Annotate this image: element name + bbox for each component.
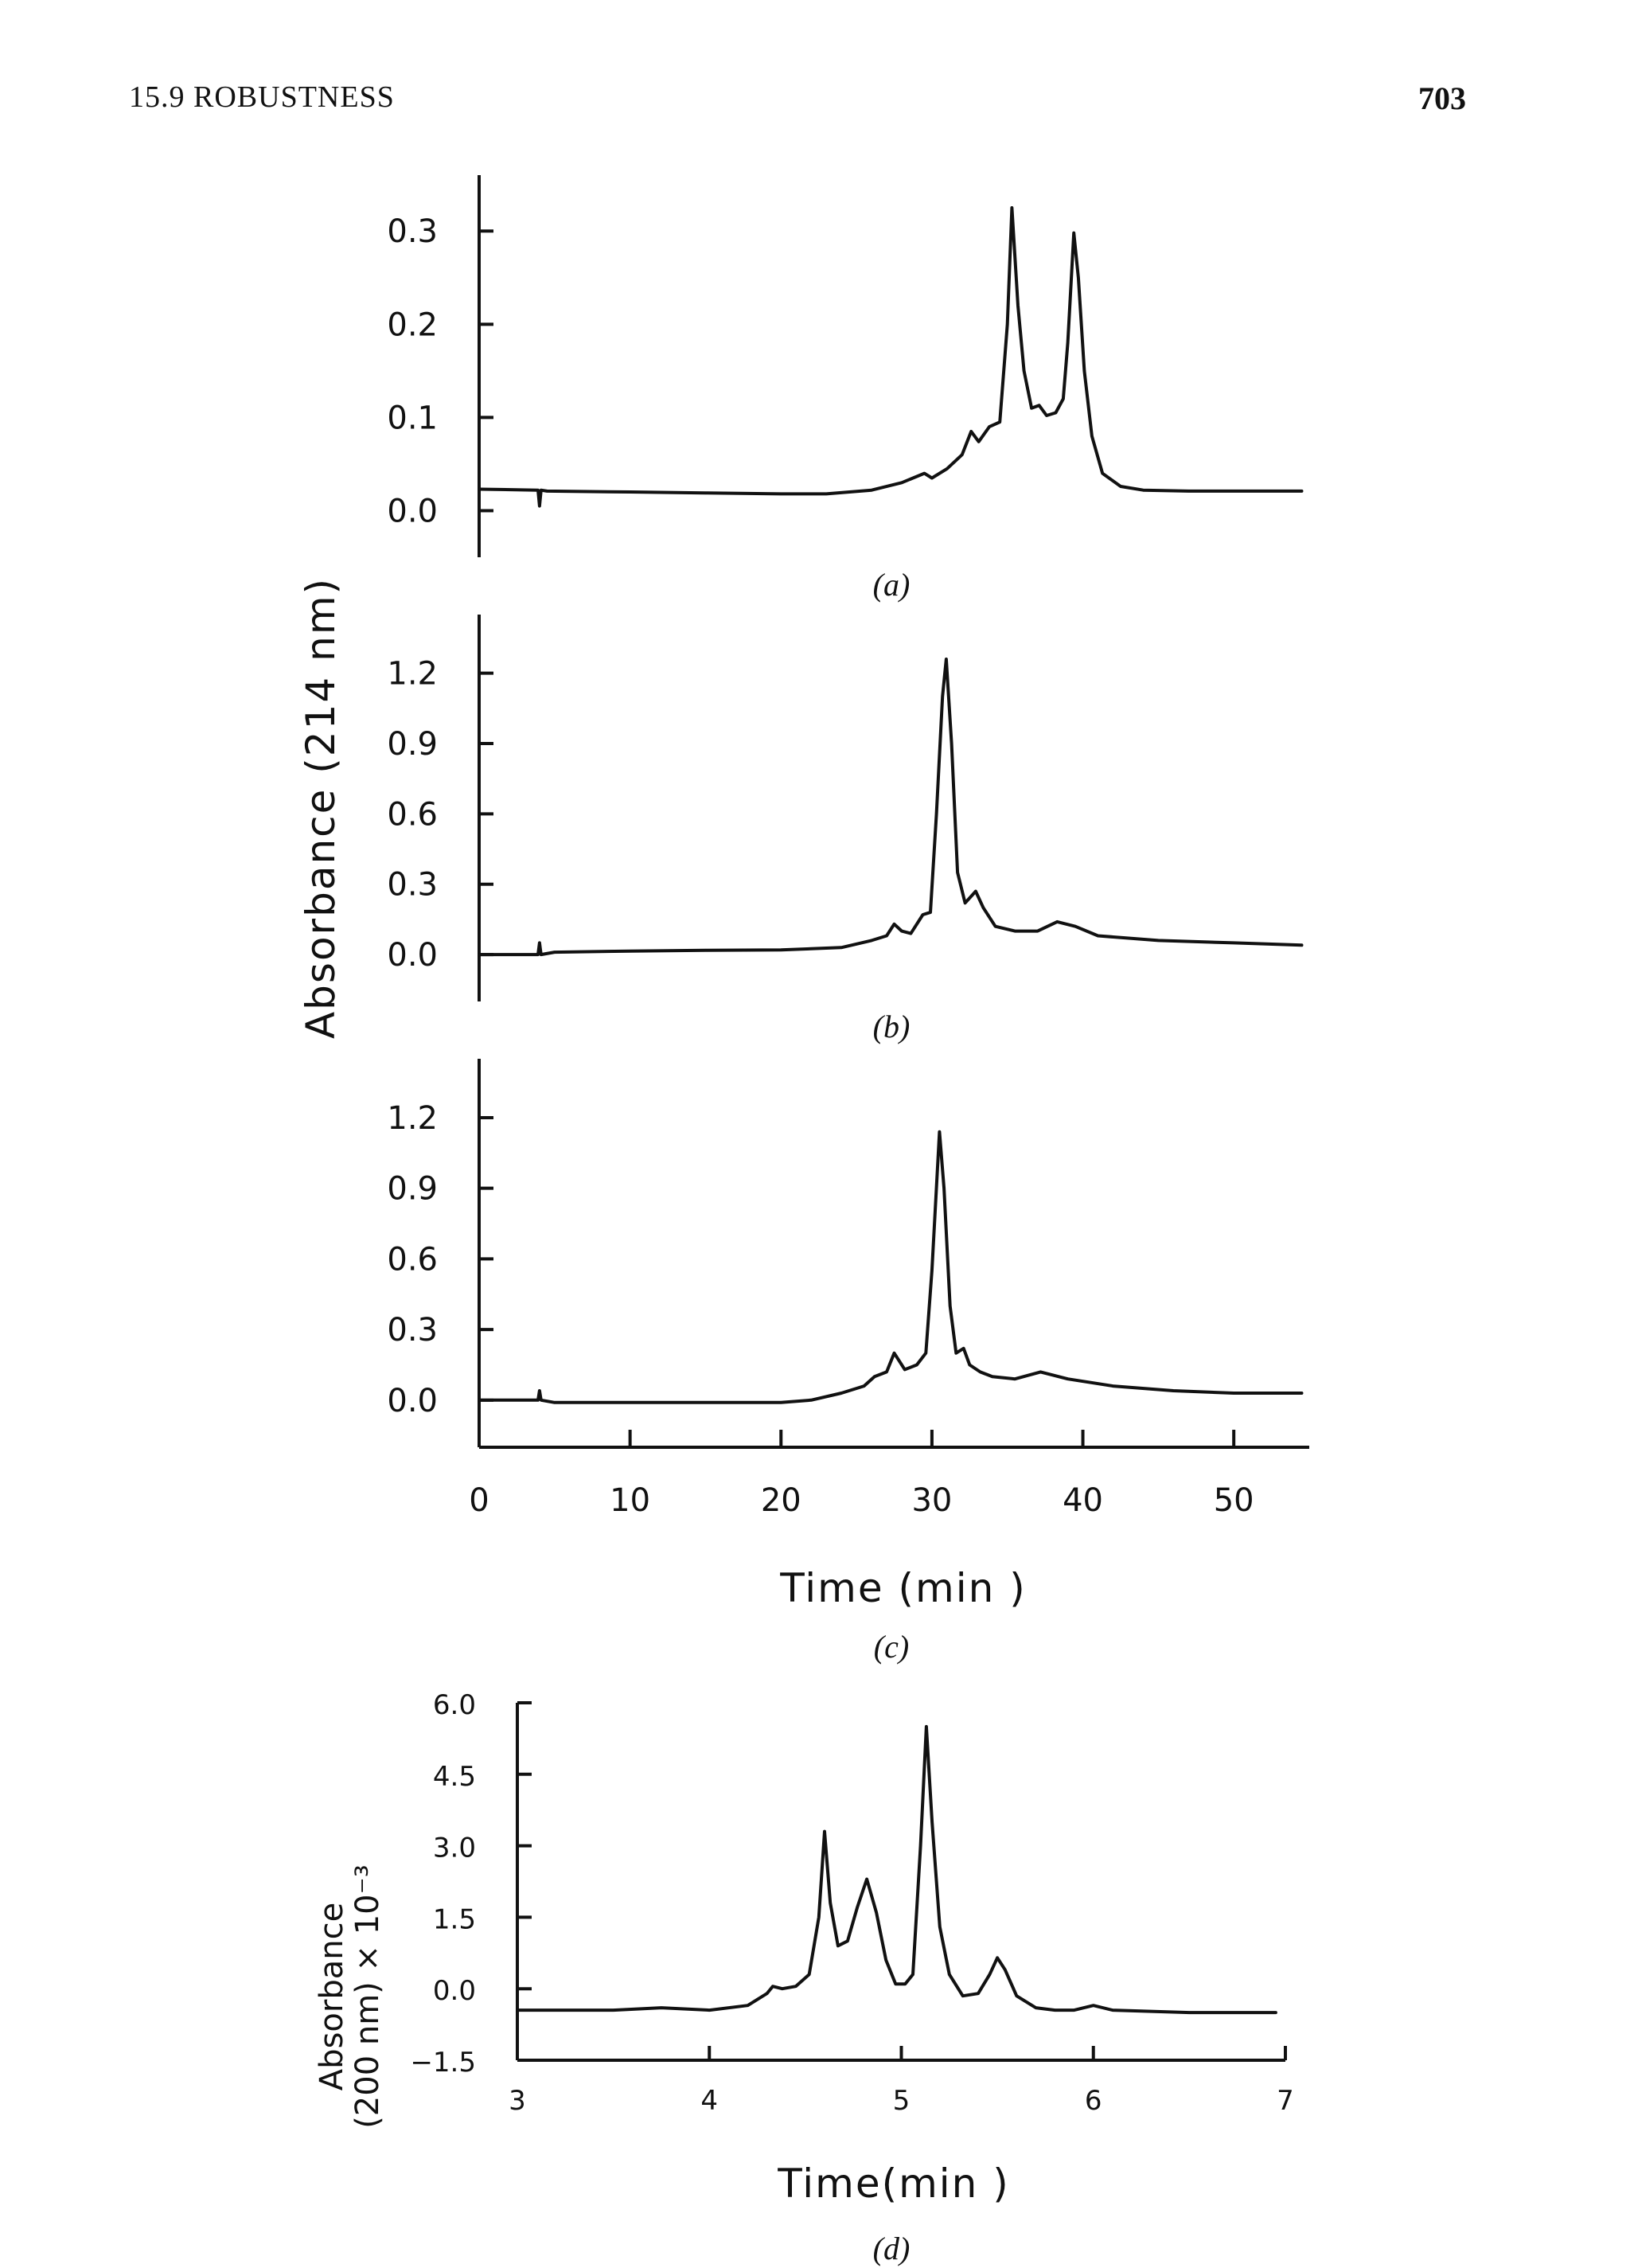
x-tick-label: 40 [1063,1482,1103,1519]
chromatogram-trace-d [516,1724,1277,2015]
panel-label-b: (b) [873,1009,911,1044]
section-title: 15.9 ROBUSTNESS [129,80,395,114]
x-tick-label: 50 [1214,1482,1254,1519]
chromatogram-trace-c [478,1130,1304,1404]
y-tick-label: 0.6 [387,796,438,833]
y-tick-label: 1.2 [387,1100,438,1137]
y-axis-title-d-line1: Absorbance [314,1903,350,2090]
y-tick-label: 4.5 [433,1761,476,1793]
y-tick-label: 0.3 [387,867,438,904]
panel-label-c: (c) [874,1629,909,1665]
y-tick-label: 0.1 [387,400,438,436]
y-tick-label: 0.9 [387,726,438,763]
x-tick-label: 6 [1085,2085,1102,2117]
y-tick-label: 6.0 [433,1689,476,1721]
page-header: 15.9 ROBUSTNESS 703 [0,0,1630,159]
x-tick-label: 5 [893,2085,911,2117]
y-tick-label: 0.3 [387,1312,438,1349]
x-tick-label: 0 [469,1482,489,1519]
chart-panel-b: 0.0 0.3 0.6 0.9 1.2 (b) [387,615,1304,1044]
chromatogram-trace-a [478,206,1304,508]
y-tick-label: 0.2 [387,306,438,343]
y-tick-label: 0.3 [387,213,438,250]
y-axis-title-abc: Absorbance (214 nm) [298,577,344,1039]
y-tick-label: 1.5 [433,1903,476,1935]
y-tick-label: −1.5 [410,2047,476,2079]
chromatogram-trace-b [478,658,1304,957]
chart-panel-d: −1.5 0.0 1.5 3.0 4.5 6.0 3 4 5 6 7 (d) [410,1689,1293,2266]
chart-panel-c: 0.0 0.3 0.6 0.9 1.2 0 10 20 30 40 50 (c) [387,1059,1309,1665]
y-tick-label: 0.0 [387,937,438,974]
x-tick-label: 20 [761,1482,801,1519]
y-tick-label: 0.0 [387,493,438,529]
y-tick-label: 0.0 [433,1975,476,2007]
x-tick-label: 10 [610,1482,650,1519]
y-tick-label: 0.9 [387,1171,438,1208]
y-tick-label: 1.2 [387,656,438,693]
panel-label-d: (d) [873,2231,911,2266]
y-tick-label: 0.6 [387,1241,438,1278]
y-axis-title-d-line2: (200 nm) × 10⁻³ [349,1864,386,2129]
x-tick-label: 4 [700,2085,718,2117]
x-tick-label: 30 [911,1482,952,1519]
x-axis-title-d: Time(min ) [777,2161,1010,2207]
panel-label-a: (a) [873,567,911,603]
chart-panel-a: 0.0 0.1 0.2 0.3 (a) [387,175,1304,603]
page-number: 703 [1418,80,1466,116]
x-axis-title-abc: Time (min ) [779,1565,1026,1611]
y-tick-label: 0.0 [387,1383,438,1419]
y-tick-label: 3.0 [433,1833,476,1864]
x-tick-label: 3 [509,2085,526,2117]
x-tick-label: 7 [1277,2085,1294,2117]
